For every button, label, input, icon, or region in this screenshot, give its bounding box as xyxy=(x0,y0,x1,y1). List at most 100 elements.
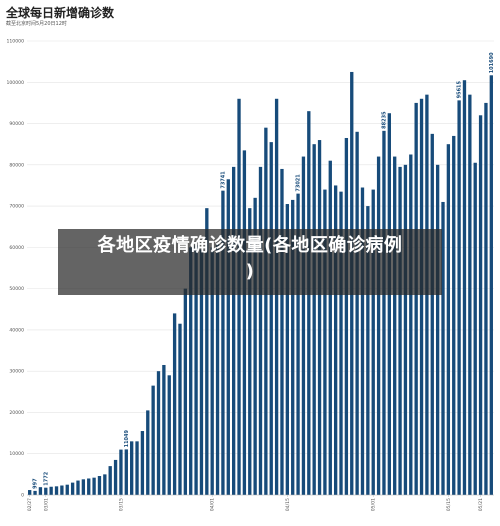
bar xyxy=(194,245,198,495)
x-tick-label: 02/27 xyxy=(27,498,33,511)
bar xyxy=(333,185,338,496)
bar xyxy=(221,190,225,495)
bar xyxy=(178,323,182,495)
y-tick-label: 40000 xyxy=(9,327,24,333)
bar xyxy=(285,204,290,495)
bar xyxy=(269,142,273,496)
x-tick-label: 04/01 xyxy=(210,498,216,511)
bar xyxy=(441,201,445,496)
y-tick-label: 90000 xyxy=(9,121,24,127)
bar xyxy=(360,187,365,495)
bar xyxy=(387,113,391,496)
data-label: 95615 xyxy=(457,80,463,98)
y-tick-label: 30000 xyxy=(9,369,24,375)
bar xyxy=(140,431,145,495)
bar xyxy=(124,449,128,495)
caption-overlay: 各地区疫情确诊数量(各地区确诊病例 ) xyxy=(58,229,442,295)
bar xyxy=(484,102,488,495)
caption-line-2: ) xyxy=(245,261,255,282)
bar xyxy=(81,479,86,495)
chart-subtitle: 截至北京时间5月20日12时 xyxy=(6,21,67,27)
caption-line-1: 各地区疫情确诊数量(各地区确诊病例 xyxy=(97,235,403,256)
bar xyxy=(92,477,96,495)
bar xyxy=(462,80,467,495)
bar xyxy=(317,140,322,495)
bar xyxy=(307,111,311,495)
bar xyxy=(409,154,413,495)
bar xyxy=(376,156,381,495)
bar xyxy=(419,98,424,496)
bar xyxy=(301,156,306,495)
bar xyxy=(280,168,284,496)
bar xyxy=(162,364,166,495)
x-tick-label: 05/01 xyxy=(371,498,377,511)
y-tick-label: 50000 xyxy=(9,286,24,292)
bar xyxy=(253,197,257,495)
bar xyxy=(452,135,456,495)
bar xyxy=(312,144,316,495)
bar xyxy=(473,162,477,495)
bar xyxy=(146,410,150,495)
bar xyxy=(151,385,155,495)
data-label: 73021 xyxy=(296,174,302,192)
bar xyxy=(49,486,53,495)
bar xyxy=(274,98,279,496)
y-tick-label: 70000 xyxy=(9,204,24,210)
bar xyxy=(398,166,402,495)
bar xyxy=(248,208,252,495)
y-tick-label: 80000 xyxy=(9,162,24,168)
bar xyxy=(38,487,43,495)
bar xyxy=(393,156,397,495)
bar xyxy=(28,490,32,495)
bar xyxy=(199,249,204,495)
bar xyxy=(97,476,102,495)
bar xyxy=(189,247,193,495)
x-tick-label: 03/15 xyxy=(118,498,124,511)
y-tick-label: 110000 xyxy=(6,39,24,45)
bar xyxy=(323,189,327,495)
bar xyxy=(446,144,451,495)
x-tick-label: 05/21 xyxy=(478,498,484,511)
bar xyxy=(135,441,139,495)
bar xyxy=(44,487,48,495)
bar xyxy=(130,441,134,495)
bar xyxy=(167,375,171,495)
bar xyxy=(489,75,493,495)
y-tick-label: 60000 xyxy=(9,245,24,251)
bar xyxy=(296,193,300,495)
bar xyxy=(33,490,37,495)
bar xyxy=(54,486,59,495)
bar xyxy=(87,478,91,495)
bar xyxy=(403,164,408,495)
bar xyxy=(156,371,161,495)
x-tick-label: 03/01 xyxy=(43,498,49,511)
data-label: 11049 xyxy=(124,429,130,447)
bar xyxy=(478,115,483,496)
bar xyxy=(103,474,107,495)
x-tick-label: 04/15 xyxy=(285,498,291,511)
bar xyxy=(70,482,75,495)
bar xyxy=(210,247,214,495)
bar xyxy=(382,130,386,496)
bar xyxy=(258,166,263,495)
bar xyxy=(339,191,343,496)
bar xyxy=(242,150,247,495)
bar xyxy=(328,160,332,495)
bar xyxy=(457,100,461,495)
bar xyxy=(371,189,375,495)
bar xyxy=(264,127,268,495)
data-label: 73741 xyxy=(220,171,226,189)
bar xyxy=(366,206,370,495)
bar xyxy=(119,449,123,495)
bar xyxy=(215,243,220,495)
bar xyxy=(468,94,472,496)
bar xyxy=(355,131,359,496)
x-tick-label: 05/15 xyxy=(446,498,452,511)
data-label: 101690 xyxy=(489,52,495,73)
bar xyxy=(76,480,80,495)
y-tick-label: 10000 xyxy=(9,451,24,457)
bar xyxy=(237,98,241,496)
bar xyxy=(60,485,64,495)
y-tick-label: 0 xyxy=(21,493,24,499)
